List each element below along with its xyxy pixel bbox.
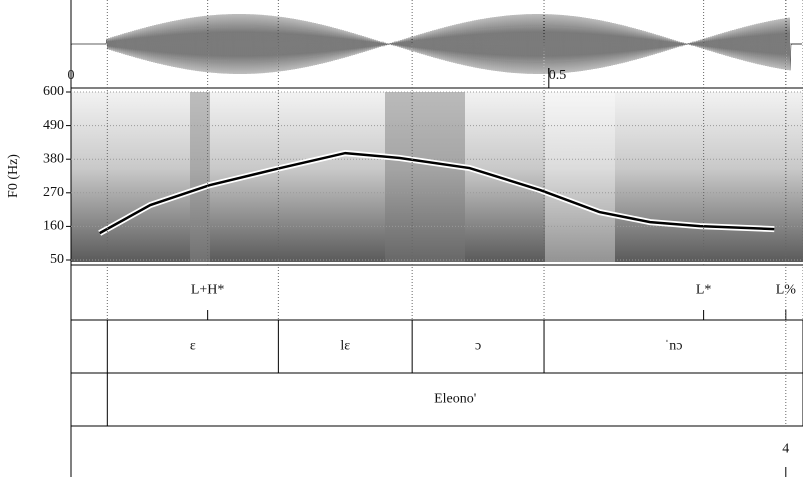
tier-label: lɛ (340, 339, 350, 354)
waveform (70, 13, 803, 75)
y-tick-label: 600 (43, 84, 64, 99)
f0-contour (99, 151, 775, 235)
y-tick-label: 160 (43, 219, 64, 234)
spectrogram-band (545, 92, 615, 262)
tier-label: ɔ (475, 339, 481, 354)
x-tick-label: 0 (68, 68, 75, 83)
spectrogram-band (385, 92, 465, 262)
tier-label: L* (696, 283, 712, 298)
y-tick-label: 380 (43, 151, 64, 166)
waveform-trace (70, 13, 803, 75)
tier-label: L+H* (191, 283, 225, 298)
y-axis-label: F0 (Hz) (6, 154, 21, 198)
tier-label: L% (776, 283, 797, 298)
tier-label: ɛ (190, 339, 196, 354)
y-tick-label: 270 (43, 185, 64, 200)
x-tick-label: 0.5 (549, 68, 567, 83)
tier-label: Eleono' (434, 392, 476, 407)
spectrogram-band (190, 92, 210, 262)
tier-label: 4 (782, 442, 789, 457)
tier-label: ˈnɔ (665, 339, 683, 354)
y-tick-label: 50 (50, 252, 64, 267)
y-tick-label: 490 (43, 118, 64, 133)
